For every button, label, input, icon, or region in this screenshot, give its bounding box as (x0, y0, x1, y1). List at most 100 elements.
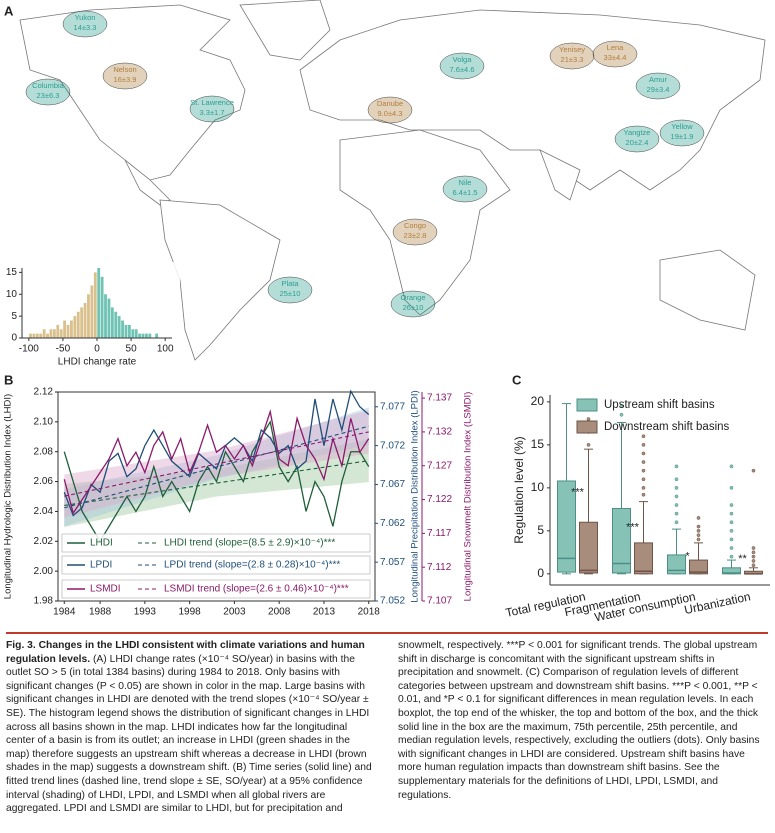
hist-bar (46, 333, 49, 338)
greenland (239, 0, 331, 61)
basin-area (614, 125, 660, 153)
trend-line (64, 460, 369, 507)
x-tick-label: 100 (157, 344, 174, 355)
basin-name: Volga (453, 55, 473, 64)
y-tick-label: 0 (537, 566, 544, 580)
box (557, 480, 576, 573)
y-tick-label: 7.122 (427, 494, 452, 505)
basin-name: Lena (607, 43, 625, 52)
box (667, 554, 686, 575)
outlier (641, 460, 646, 464)
y-tick-label: 2.06 (34, 476, 54, 487)
basin-area (102, 62, 148, 90)
outlier (729, 554, 734, 559)
outlier (751, 468, 756, 473)
y-tick-label: 10 (6, 289, 18, 300)
basin-name: Nelson (113, 65, 136, 74)
y-tick-label: 2.04 (34, 506, 54, 517)
legend-label: Downstream shift basins (604, 421, 730, 433)
hist-bar (73, 316, 77, 338)
significance: *** (626, 521, 640, 533)
caption-body: (A) LHDI change rates (×10⁻⁴ SO/year) in… (6, 640, 760, 815)
hist-bar (148, 333, 152, 338)
series-line (63, 409, 370, 515)
hist-bar (110, 307, 114, 338)
y-axis-label: Regulation level (%) (512, 436, 526, 543)
x-tick-label: 1988 (89, 607, 112, 618)
box (612, 507, 631, 574)
legend-trend-label: LHDI trend (slope=(8.5 ± 2.9)×10⁻⁴)*** (164, 538, 335, 549)
outlier (696, 533, 701, 537)
hist-bar (104, 294, 107, 338)
basin-area (442, 175, 488, 203)
y-tick-label: 2.02 (34, 536, 54, 547)
legend-swatch (576, 420, 598, 434)
plot-frame (57, 391, 376, 602)
y-tick-label: 7.067 (380, 479, 405, 490)
outlier (696, 528, 701, 533)
outlier (641, 443, 646, 447)
basin-slope: 21±3.3 (561, 55, 584, 64)
basin-area (549, 42, 595, 70)
y-axis-label: Longitudinal Hydrologic Distribution Ind… (3, 394, 14, 599)
hist-bar (52, 329, 56, 338)
y-tick-label: 7.117 (427, 528, 452, 539)
basin-slope: 23±6.3 (37, 91, 60, 100)
basin-area (635, 72, 681, 100)
basin-slope: 25±10 (280, 289, 301, 298)
hist-bar (127, 324, 131, 338)
basin-name: Plata (281, 279, 299, 288)
outlier (674, 464, 679, 469)
y-tick-label: 15 (531, 437, 545, 451)
basin-name: Yellow (671, 122, 693, 131)
basin-name: Yukon (75, 13, 96, 22)
north-america (19, 4, 246, 181)
legend-trend-label: LPDI trend (slope=(2.8 ± 0.28)×10⁻⁴)*** (164, 560, 340, 571)
legend-box (61, 555, 371, 575)
hist-bar (131, 329, 135, 338)
hist-bar (107, 298, 111, 338)
outlier (641, 486, 646, 490)
outlier (586, 443, 591, 447)
outlier (729, 520, 734, 525)
outlier (696, 524, 701, 529)
caption-title: Fig. 3. Changes in the LHDI consistent w… (6, 640, 365, 665)
eurasia (299, 9, 766, 191)
outlier (674, 486, 679, 490)
hist-bar (155, 333, 159, 338)
basin-area (25, 78, 71, 106)
outlier (641, 492, 646, 497)
hist-bar (145, 333, 148, 338)
basin-area (62, 10, 108, 38)
basin-slope: 6.4±1.5 (453, 188, 478, 197)
basin-area (392, 218, 438, 246)
significance: ** (738, 553, 747, 565)
box (722, 567, 741, 575)
south-asia (539, 149, 581, 201)
y-tick-label: 7.107 (427, 596, 452, 607)
basin-slope: 33±4.4 (604, 53, 627, 62)
legend-label: LPDI (90, 560, 112, 571)
outlier (641, 451, 646, 456)
hist-bar (97, 268, 101, 338)
basin-slope: 20±2.4 (626, 138, 649, 147)
box (634, 542, 653, 575)
basin-name: Danube (377, 99, 403, 108)
basin-name: Columbia (32, 81, 65, 90)
outlier (674, 520, 679, 525)
hist-bar (80, 307, 84, 338)
box (689, 559, 708, 575)
outlier (641, 468, 646, 473)
y-tick-label: 1.98 (34, 596, 54, 607)
basin-area (267, 276, 313, 304)
outlier (619, 404, 624, 409)
hist-bar (134, 329, 138, 338)
basin-slope: 16±3.9 (114, 75, 137, 84)
trend-line (64, 431, 369, 497)
x-tick-label: 1984 (53, 607, 76, 618)
x-tick-label: 1998 (179, 607, 202, 618)
y-tick-label: 7.112 (427, 562, 452, 573)
trend-line (64, 425, 369, 509)
y-tick-label: 20 (531, 394, 545, 408)
